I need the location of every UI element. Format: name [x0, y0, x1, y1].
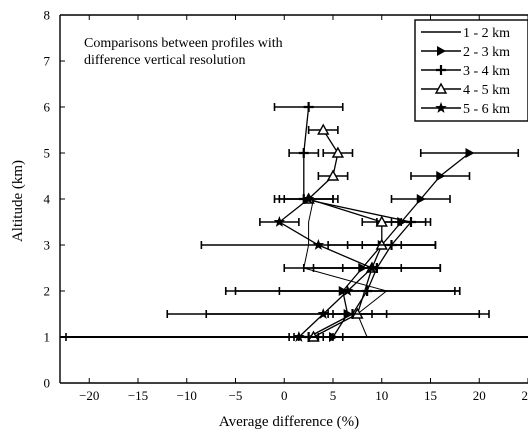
data-point	[313, 239, 324, 250]
y-tick-label: 8	[44, 8, 51, 23]
y-tick-label: 5	[44, 146, 51, 161]
y-tick-label: 4	[44, 192, 51, 207]
y-tick-label: 3	[44, 238, 51, 253]
legend: 1 - 2 km 2 - 3 km 3 - 4 km 4 - 5 km 5 - 6 km	[415, 20, 528, 121]
series-layer	[60, 102, 528, 342]
legend-label: 3 - 4 km	[463, 64, 510, 79]
x-tick-label: −15	[128, 388, 148, 403]
x-tick-label: −5	[229, 388, 243, 403]
data-point	[466, 148, 475, 158]
y-tick-label: 2	[44, 284, 51, 299]
annotation-line-1: Comparisons between profiles with	[84, 36, 283, 51]
legend-label: 4 - 5 km	[463, 83, 510, 98]
series-5	[167, 193, 479, 342]
annotation-layer: Comparisons between profiles with differ…	[84, 36, 283, 68]
x-tick-label: −10	[177, 388, 197, 403]
x-tick-label: 20	[473, 388, 486, 403]
y-tick-label: 7	[44, 54, 51, 69]
legend-label: 5 - 6 km	[463, 102, 510, 117]
y-tick-label: 1	[44, 330, 51, 345]
x-tick-label: 0	[281, 388, 288, 403]
x-tick-label: 10	[375, 388, 388, 403]
annotation-line-2: difference vertical resolution	[84, 53, 245, 68]
y-tick-label: 0	[44, 376, 51, 391]
x-tick-label: −20	[79, 388, 99, 403]
y-axis-title: Altitude (km)	[10, 160, 26, 242]
x-tick-label: 5	[330, 388, 337, 403]
x-tick-label: 25	[522, 388, 528, 403]
data-point	[299, 148, 309, 158]
series-line	[309, 130, 382, 337]
y-tick-label: 6	[44, 100, 51, 115]
data-point	[274, 216, 285, 227]
x-tick-label: 15	[424, 388, 437, 403]
data-point	[304, 102, 314, 112]
x-axis-title: Average difference (%)	[219, 414, 359, 430]
series-4	[284, 125, 401, 341]
legend-label: 2 - 3 km	[463, 45, 510, 60]
legend-label: 1 - 2 km	[463, 26, 510, 41]
